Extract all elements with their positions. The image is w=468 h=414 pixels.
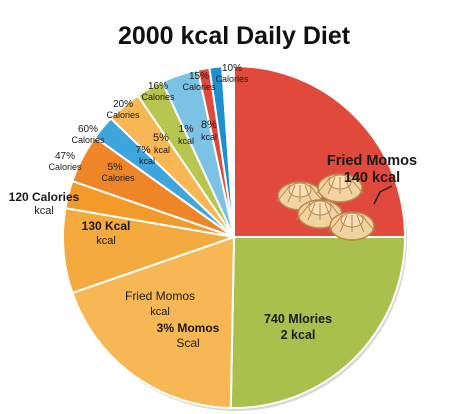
slice-label-9-1-line-1: 1% — [178, 123, 193, 135]
slice-label-3-1-line-1: Fried Momos — [125, 289, 195, 303]
slice-label-1-1-line-2: 140 kcal — [344, 170, 400, 186]
outside-label-1-line-2: Calories — [215, 74, 249, 84]
slice-label-9-1-line-2: kcal — [178, 136, 194, 146]
slice-label-6-1-line-2: Calories — [101, 173, 135, 183]
outside-label-2-line-1: 15% — [189, 71, 209, 82]
outside-label-5-line-1: 60% — [78, 124, 98, 135]
outside-label-4-line-1: 20% — [113, 99, 133, 110]
outside-label-6-line-2: Calories — [48, 162, 82, 172]
slice-label-3-2-line-1: 3% Momos — [157, 321, 220, 335]
slice-label-3-2-line-2: Scal — [176, 336, 199, 350]
slice-label-3-1-line-2: kcal — [150, 306, 170, 318]
slice-label-10-1-line-1: 8% — [201, 119, 217, 131]
outside-label-3-line-1: 16% — [148, 81, 168, 92]
slice-label-4-1-line-1: 130 Kcal — [82, 219, 131, 233]
outside-label-2-line-2: Calories — [182, 82, 216, 92]
outside-label-1-line-1: 10% — [222, 63, 242, 74]
outside-label-3-line-2: Calories — [141, 92, 175, 102]
slice-label-2-1-line-2: 2 kcal — [281, 328, 316, 342]
slice-label-6-1-line-1: 5% — [107, 161, 122, 173]
slice-label-5-1-line-1: 120 Calories — [9, 190, 80, 204]
pie-slice-13-unlabeled — [221, 65, 235, 238]
slice-label-1-1-line-1: Fried Momos — [327, 153, 417, 169]
momo-dumpling-icon — [327, 211, 377, 241]
pie-slice-2-740-mlories-2-kcal — [229, 236, 406, 409]
slice-label-10-1-line-2: kcal — [201, 132, 217, 142]
slice-label-7-1-line-2: kcal — [139, 156, 155, 166]
pie-slice-1-fried-momos-140-kcal — [233, 65, 406, 238]
momo-dumpling-icon — [315, 173, 365, 203]
outside-label-6-line-1: 47% — [55, 151, 75, 162]
slice-label-4-1-line-2: kcal — [96, 235, 116, 247]
outside-label-5-line-2: Calories — [71, 135, 105, 145]
slice-label-2-1-line-1: 740 Mlories — [264, 312, 332, 326]
slice-label-5-1-line-2: kcal — [34, 205, 54, 217]
outside-label-4-line-2: Calories — [106, 110, 140, 120]
chart-title: 2000 kcal Daily Diet — [117, 22, 351, 50]
slice-label-8-1-line-2: kcal — [154, 145, 170, 155]
momo-label-leader — [373, 185, 393, 205]
slice-label-7-1-line-1: 7% — [135, 144, 150, 156]
slice-label-8-1-line-1: 5% — [153, 132, 169, 144]
